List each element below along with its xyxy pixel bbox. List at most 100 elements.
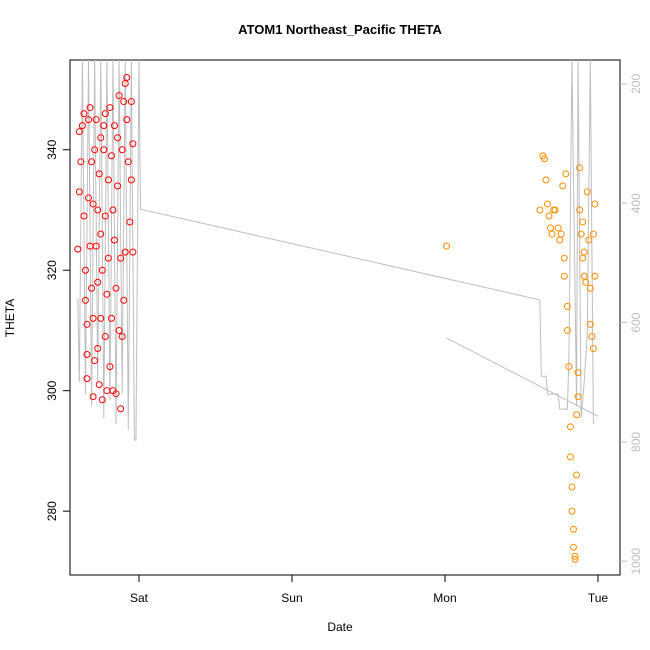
point [540, 155, 548, 163]
point [117, 254, 125, 262]
point [78, 122, 86, 130]
x-axis-label: Date [327, 620, 353, 634]
point [88, 284, 96, 292]
point [101, 110, 109, 118]
point [114, 134, 122, 142]
point [92, 242, 100, 250]
point [75, 188, 83, 196]
point [77, 158, 85, 166]
point [101, 212, 109, 220]
point [100, 146, 108, 154]
point [554, 224, 562, 232]
point [111, 236, 119, 244]
point [579, 218, 587, 226]
y2-tick-label: 1000 [629, 548, 643, 575]
point [589, 230, 597, 238]
point [560, 272, 568, 280]
point [115, 326, 123, 334]
point [121, 248, 129, 256]
point [542, 176, 550, 184]
point [547, 224, 555, 232]
point [83, 320, 91, 328]
point [129, 140, 137, 148]
point [586, 284, 594, 292]
point [81, 266, 89, 274]
point [568, 483, 576, 491]
y2-tick-label: 600 [629, 312, 643, 332]
point [112, 284, 120, 292]
point [127, 176, 135, 184]
point [104, 254, 112, 262]
point [104, 176, 112, 184]
point [85, 116, 93, 124]
y2-tick-label: 400 [629, 193, 643, 213]
point [92, 116, 100, 124]
point [560, 254, 568, 262]
point [585, 236, 593, 244]
point [95, 381, 103, 389]
point [443, 242, 451, 250]
line [446, 337, 599, 417]
point [103, 387, 111, 395]
x-tick-label: Tue [588, 591, 609, 605]
point [101, 332, 109, 340]
point [573, 411, 581, 419]
y2-tick-label: 200 [629, 74, 643, 94]
point [89, 200, 97, 208]
x-tick-label: Mon [433, 591, 456, 605]
point [579, 254, 587, 262]
point [106, 363, 114, 371]
point [97, 134, 105, 142]
point [123, 73, 131, 81]
point [123, 116, 131, 124]
point [563, 326, 571, 334]
point [586, 320, 594, 328]
y-axis-label: THETA [3, 299, 17, 337]
plot-box [69, 59, 621, 576]
point [88, 158, 96, 166]
point [95, 170, 103, 178]
point [551, 206, 559, 214]
point [565, 363, 573, 371]
point [559, 182, 567, 190]
y-tick-label: 320 [45, 260, 59, 280]
point [574, 369, 582, 377]
point [94, 206, 102, 214]
point [107, 314, 115, 322]
point [89, 314, 97, 322]
point [80, 212, 88, 220]
point [111, 122, 119, 130]
point [588, 332, 596, 340]
line [77, 60, 594, 441]
point [127, 98, 135, 106]
point [91, 146, 99, 154]
point [568, 507, 576, 515]
point [85, 194, 93, 202]
point [112, 390, 120, 398]
point [98, 266, 106, 274]
x-tick-label: Sat [130, 591, 149, 605]
point [548, 230, 556, 238]
point [97, 230, 105, 238]
point [557, 230, 565, 238]
point [589, 345, 597, 353]
point [576, 206, 584, 214]
point [120, 296, 128, 304]
point [545, 212, 553, 220]
point [106, 104, 114, 112]
point [126, 218, 134, 226]
point [100, 122, 108, 130]
point [582, 278, 590, 286]
point [83, 375, 91, 383]
point [86, 104, 94, 112]
point [543, 200, 551, 208]
point [580, 272, 588, 280]
point [566, 423, 574, 431]
point [103, 290, 111, 298]
plot-area [74, 60, 599, 563]
point [563, 302, 571, 310]
point [80, 110, 88, 118]
point [569, 525, 577, 533]
y-tick-label: 300 [45, 380, 59, 400]
point [114, 182, 122, 190]
